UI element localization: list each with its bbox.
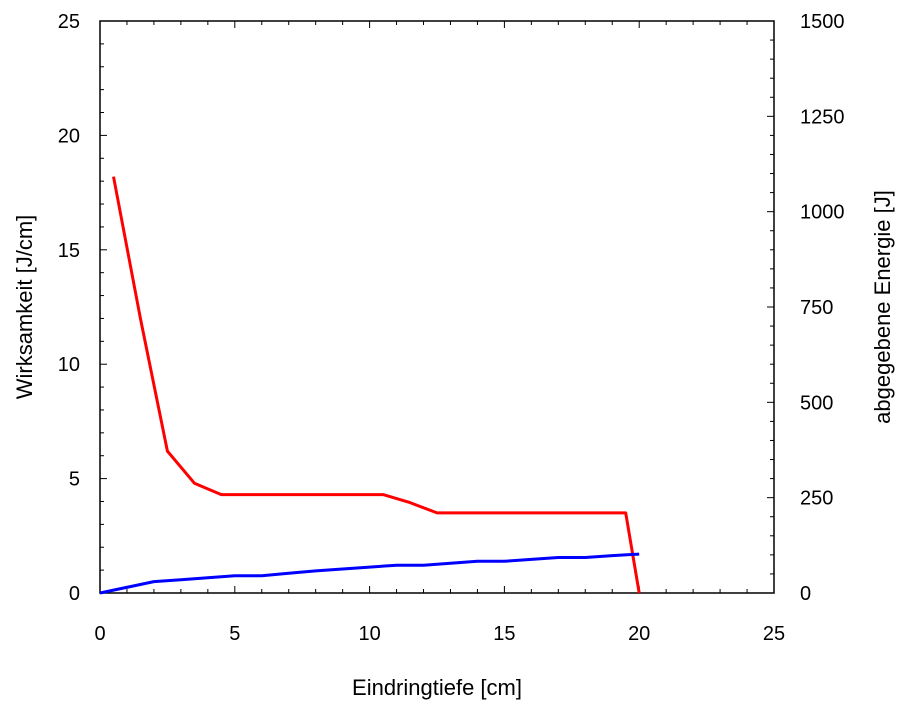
y-right-tick-label: 250 [800, 488, 833, 510]
x-tick-label: 5 [229, 623, 240, 645]
y-left-tick-label: 0 [69, 583, 80, 605]
y-right-tick-label: 1000 [800, 202, 845, 224]
y-left-axis-title: Wirksamkeit [J/cm] [12, 215, 37, 400]
tick-labels: 0 5 10 15 20 25051015202502505007501000125015… [58, 11, 845, 645]
y-right-tick-label: 1250 [800, 106, 845, 128]
y-right-tick-label: 1500 [800, 11, 845, 33]
y-right-tick-label: 0 [800, 583, 811, 605]
y-left-tick-label: 10 [58, 354, 80, 376]
plot-frame [99, 20, 775, 594]
y-left-tick-label: 20 [58, 125, 80, 147]
series-line-left-axis [112, 176, 641, 594]
y-right-tick-label: 500 [800, 392, 833, 414]
y-right-tick-label: 750 [800, 297, 833, 319]
axis-ticks [99, 20, 775, 594]
y-left-tick-label: 25 [58, 11, 80, 33]
series-line-right-axis [99, 552, 640, 595]
y-left-tick-label: 5 [69, 469, 80, 491]
y-right-axis-title: abgegebene Energie [J] [870, 190, 895, 424]
series-lines [99, 176, 641, 595]
x-tick-label: 0 [94, 623, 105, 645]
x-tick-label: 10 [358, 623, 380, 645]
y-left-tick-label: 15 [58, 240, 80, 262]
x-tick-label: 15 [493, 623, 515, 645]
x-tick-label: 25 [763, 623, 785, 645]
x-axis-title: Eindringtiefe [cm] [352, 675, 522, 700]
x-tick-label: 20 [628, 623, 650, 645]
